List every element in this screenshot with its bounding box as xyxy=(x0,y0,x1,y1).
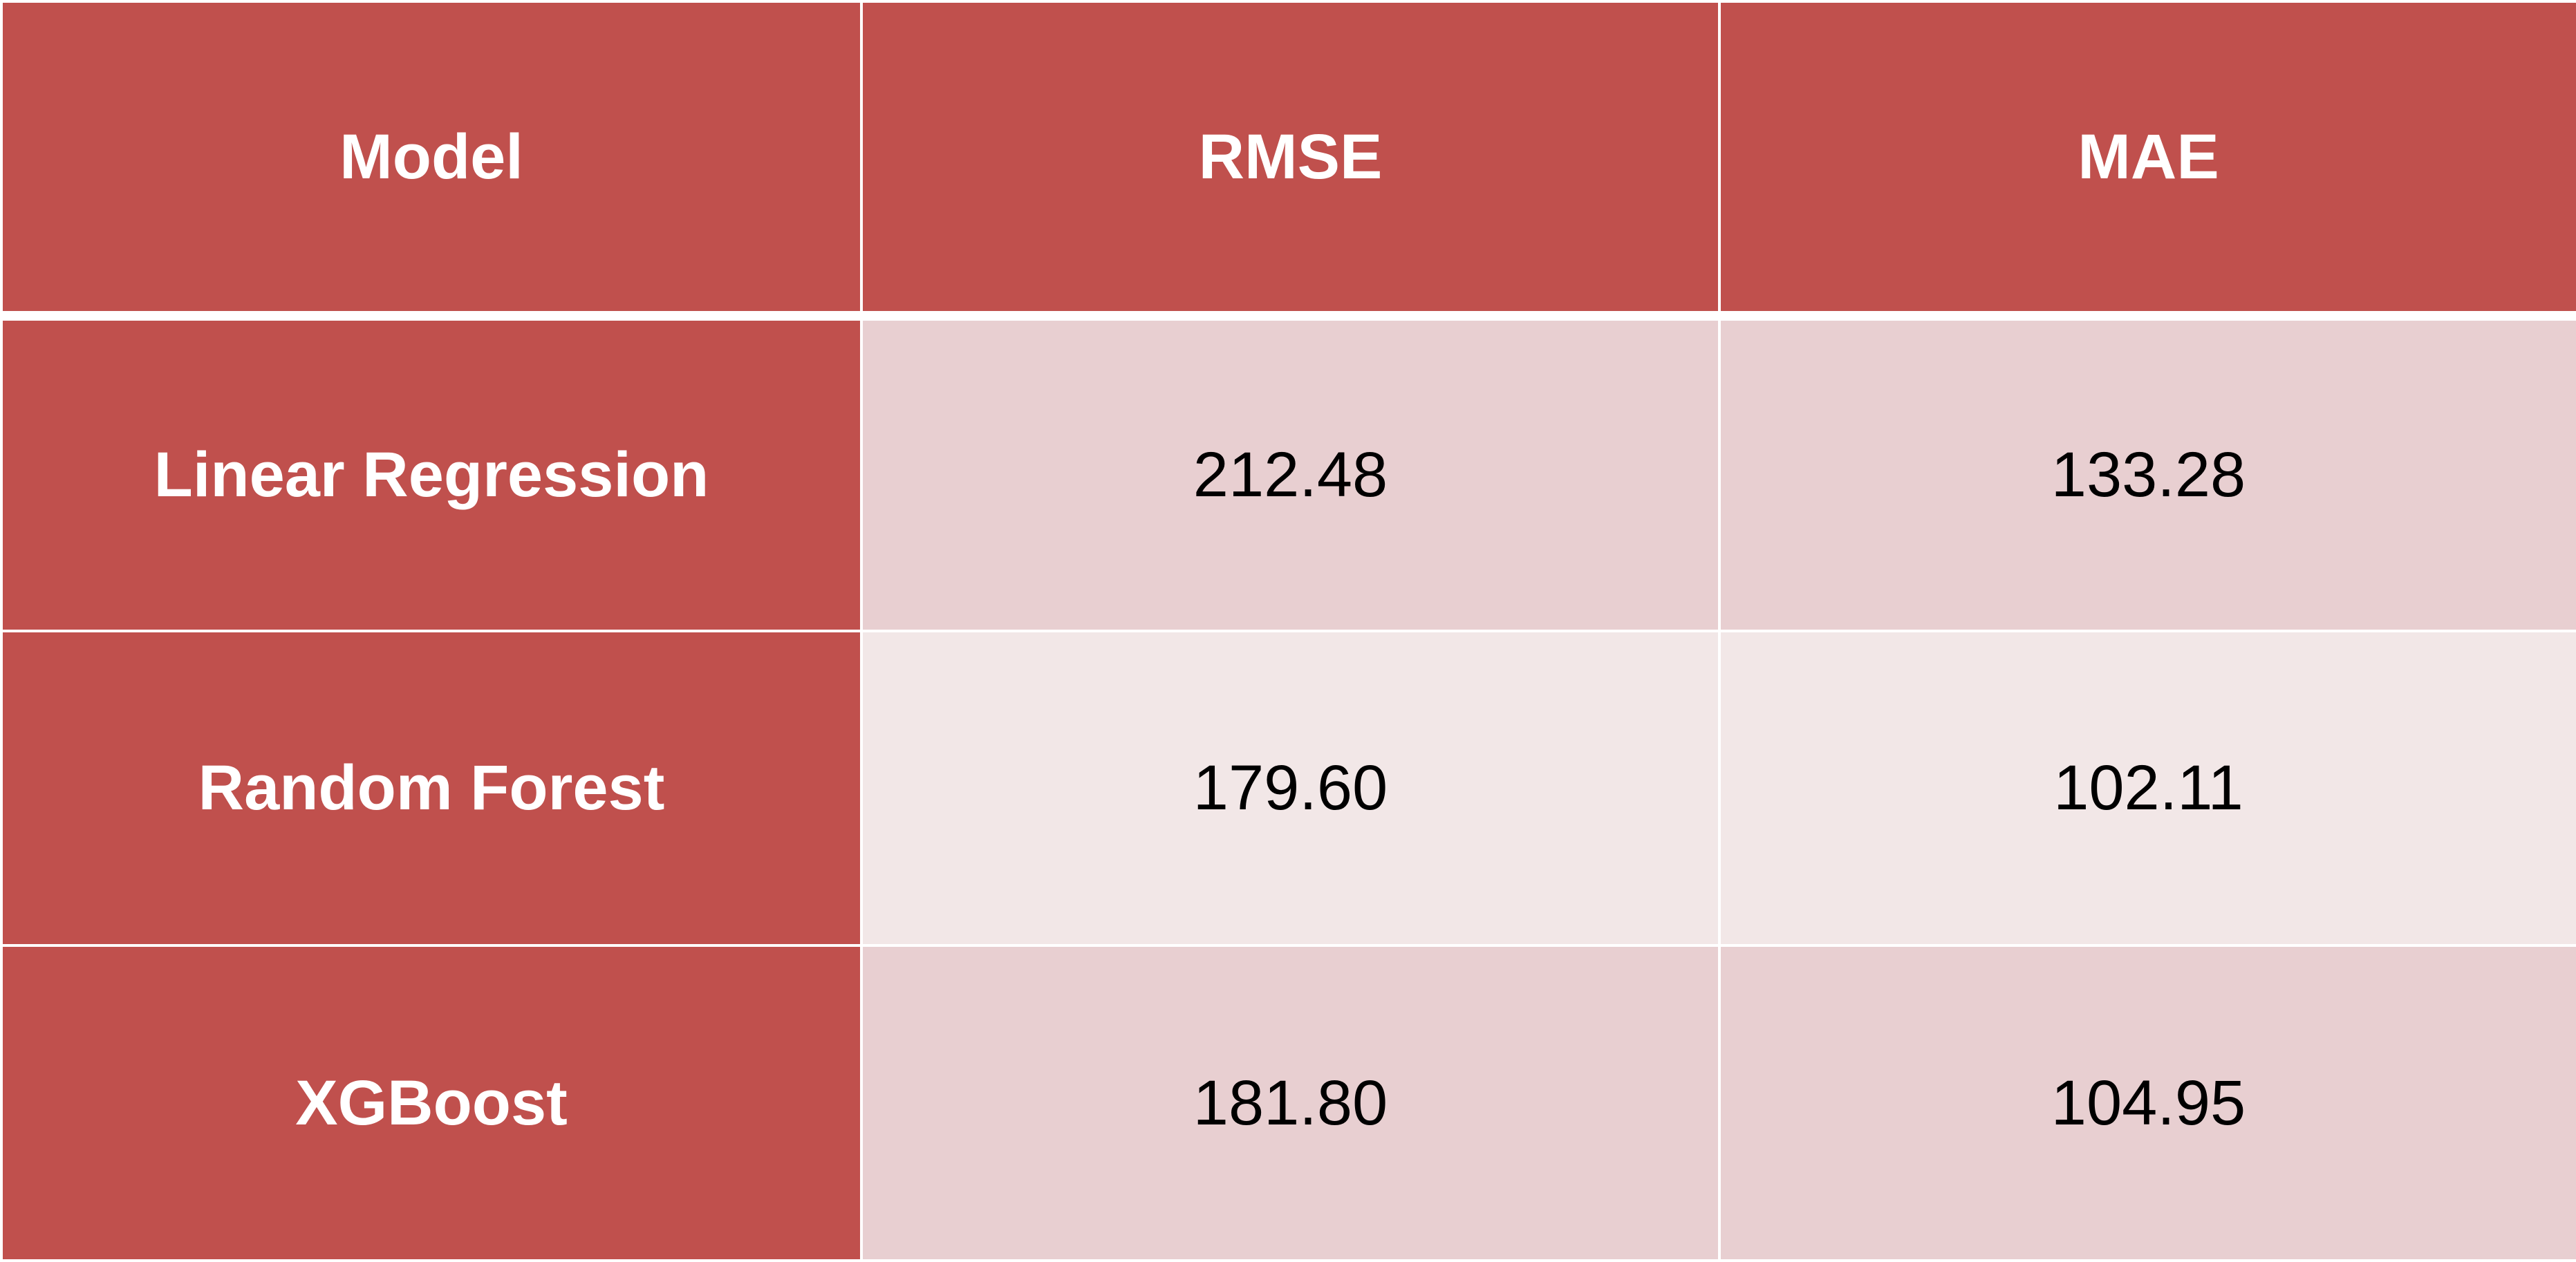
header-mae: MAE xyxy=(1718,0,2576,321)
table-row: XGBoost 181.80 104.95 xyxy=(0,944,2576,1262)
cell-model: XGBoost xyxy=(0,944,863,1262)
header-model: Model xyxy=(0,0,863,321)
cell-mae: 133.28 xyxy=(1718,314,2576,632)
table-body: Linear Regression 212.48 133.28 Random F… xyxy=(0,314,2576,1262)
cell-model: Random Forest xyxy=(0,629,863,948)
cell-rmse: 179.60 xyxy=(860,629,1721,948)
header-row: Model RMSE MAE xyxy=(0,0,2576,321)
cell-mae: 102.11 xyxy=(1718,629,2576,948)
cell-rmse: 212.48 xyxy=(860,314,1721,632)
header-rmse: RMSE xyxy=(860,0,1721,321)
cell-rmse: 181.80 xyxy=(860,944,1721,1262)
cell-model: Linear Regression xyxy=(0,314,863,632)
table-row: Linear Regression 212.48 133.28 xyxy=(0,314,2576,632)
table-row: Random Forest 179.60 102.11 xyxy=(0,629,2576,948)
table-header: Model RMSE MAE xyxy=(0,0,2576,321)
cell-mae: 104.95 xyxy=(1718,944,2576,1262)
